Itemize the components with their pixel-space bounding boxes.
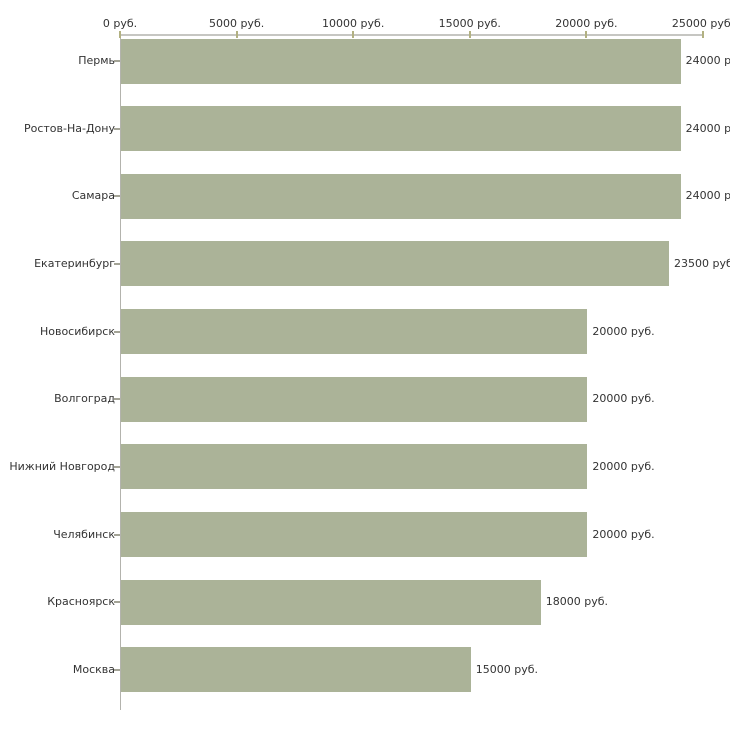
bar-value-label: 18000 руб.	[545, 595, 609, 609]
y-axis-category-label: Пермь	[78, 54, 115, 67]
x-axis-tick-label: 25000 руб.	[671, 17, 730, 30]
y-axis-tick	[114, 330, 120, 333]
bar	[121, 106, 681, 152]
bar	[121, 173, 681, 219]
y-axis-tick	[114, 60, 120, 62]
y-axis-category-label: Москва	[72, 662, 115, 676]
bar	[121, 647, 471, 693]
y-axis-tick	[114, 465, 120, 468]
y-axis-category-label: Новосибирск	[39, 324, 115, 338]
x-axis-tick	[352, 31, 355, 38]
y-axis-tick	[114, 127, 120, 130]
y-axis-line	[120, 34, 121, 710]
y-axis-tick	[114, 195, 120, 198]
x-axis-line	[120, 34, 704, 36]
bar-value-label: 20000 руб.	[592, 527, 655, 541]
bar-value-label: 20000 руб.	[592, 392, 655, 406]
y-axis-category-label: Самара	[71, 189, 115, 203]
y-axis-category-label: Нижний Новгород	[9, 459, 115, 473]
y-axis-category-label: Ростов-На-Дону	[23, 121, 115, 135]
y-axis-tick	[114, 668, 120, 671]
x-axis-tick-label: 0 руб.	[102, 17, 138, 30]
x-axis-tick	[235, 31, 238, 38]
y-axis-tick	[114, 398, 120, 401]
bar-value-label: 20000 руб.	[592, 459, 655, 473]
y-axis-category-label: Екатеринбург	[34, 256, 115, 270]
x-axis-tick	[468, 31, 471, 38]
bar	[121, 376, 588, 422]
x-axis-tick-label: 10000 руб.	[322, 17, 385, 30]
bar	[121, 579, 541, 625]
x-axis-tick	[585, 31, 588, 38]
x-axis-tick-label: 15000 руб.	[438, 17, 501, 30]
bar	[121, 38, 681, 84]
x-axis-tick-label: 20000 руб.	[555, 17, 618, 30]
y-axis-tick	[114, 533, 120, 536]
y-axis-tick	[114, 601, 120, 604]
y-axis-tick	[114, 262, 120, 265]
bar	[121, 444, 588, 490]
bar-value-label: 15000 руб.	[475, 662, 539, 676]
bar-value-label: 24000 руб.	[685, 121, 730, 135]
bar	[121, 241, 670, 287]
bar-value-label: 20000 руб.	[592, 324, 655, 338]
y-axis-category-label: Красноярск	[47, 595, 115, 609]
x-axis-tick	[702, 31, 704, 38]
bar	[121, 512, 588, 558]
bar-value-label: 24000 руб.	[685, 54, 730, 67]
x-axis-tick-label: 5000 руб.	[208, 17, 265, 30]
x-axis-tick	[119, 31, 121, 38]
bar-value-label: 23500 руб.	[674, 256, 730, 270]
y-axis-category-label: Волгоград	[54, 392, 115, 406]
y-axis-category-label: Челябинск	[53, 527, 115, 541]
bar-value-label: 24000 руб.	[685, 189, 730, 203]
bar	[121, 309, 588, 355]
